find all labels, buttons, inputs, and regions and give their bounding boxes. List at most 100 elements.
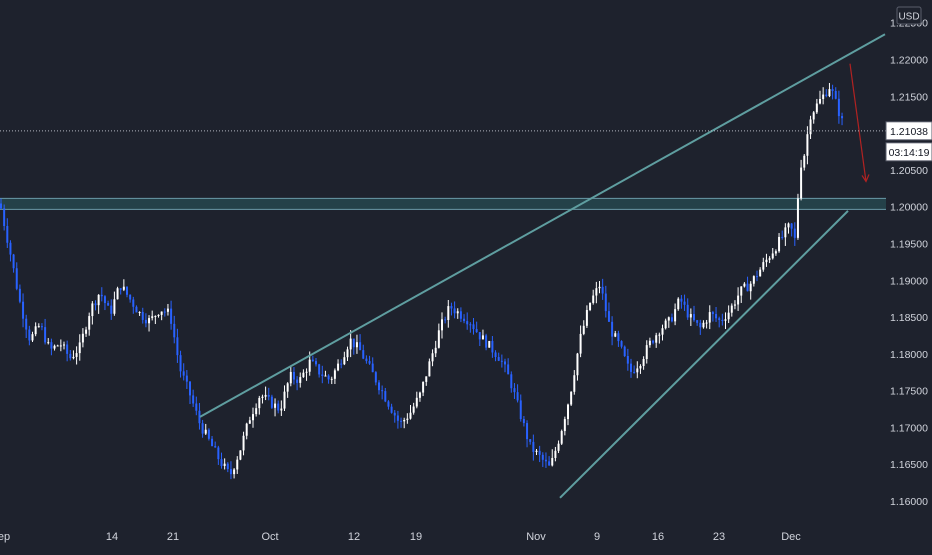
candle-body	[519, 400, 522, 420]
candle-body	[255, 408, 258, 415]
candle	[607, 302, 610, 322]
candle	[620, 340, 623, 349]
currency-badge[interactable]	[896, 6, 922, 25]
price-tick-label: 1.22000	[890, 55, 928, 67]
candle-body	[129, 294, 132, 300]
candle	[229, 461, 232, 480]
candle-body	[579, 333, 582, 354]
candle-body	[321, 374, 324, 377]
candle	[381, 385, 384, 400]
candle	[422, 381, 425, 397]
candle-body	[277, 403, 280, 411]
candle-body	[664, 320, 667, 329]
candle	[529, 439, 532, 445]
candle-body	[53, 345, 56, 349]
candle-body	[494, 352, 497, 358]
time-tick-label: 21	[167, 531, 179, 543]
candle	[431, 349, 434, 367]
candle-body	[696, 320, 699, 323]
candle-body	[34, 326, 37, 335]
candle	[239, 450, 242, 461]
candle	[428, 358, 431, 377]
labels-layer: USD 1.21038 03:14:19	[885, 6, 932, 162]
candle	[664, 318, 667, 330]
candle-body	[642, 358, 645, 366]
support-zone[interactable]	[0, 198, 886, 210]
candle	[425, 376, 428, 386]
candle-body	[689, 314, 692, 318]
candle-body	[762, 262, 765, 270]
candle	[248, 416, 251, 424]
candle	[507, 358, 510, 375]
price-tick-label: 1.17000	[890, 422, 928, 434]
candle	[497, 352, 500, 362]
candle-body	[522, 419, 525, 424]
candle	[296, 376, 299, 391]
candle-body	[296, 379, 299, 383]
candle-body	[289, 371, 292, 384]
candle-body	[126, 286, 128, 295]
candle	[330, 376, 333, 385]
candle	[648, 337, 651, 348]
candle-body	[166, 308, 169, 312]
candle-body	[81, 333, 84, 343]
candle-body	[274, 403, 277, 408]
candle	[207, 428, 210, 441]
candle-body	[737, 295, 740, 305]
last-price-value: 1.21038	[890, 126, 928, 138]
candle-body	[607, 311, 610, 322]
candle	[81, 328, 84, 348]
candle	[88, 312, 91, 336]
candle-body	[441, 319, 443, 331]
candle-body	[88, 316, 91, 330]
candle	[796, 193, 799, 240]
projection-arrow-head	[861, 174, 870, 183]
candle	[182, 363, 185, 381]
candle-body	[715, 314, 718, 319]
candle-body	[683, 301, 686, 305]
candle-body	[674, 309, 677, 322]
candle-body	[730, 305, 733, 313]
candle-body	[157, 314, 160, 316]
candle	[522, 416, 525, 427]
candle-body	[384, 391, 387, 402]
candle	[787, 222, 790, 234]
candle	[324, 370, 327, 377]
candle	[132, 296, 135, 314]
candle	[790, 222, 793, 237]
candle-body	[25, 318, 28, 330]
candle-body	[749, 283, 752, 292]
candle	[800, 159, 803, 201]
candle-body	[463, 318, 466, 322]
candle-body	[743, 283, 746, 287]
candle	[255, 403, 258, 417]
candle	[466, 312, 469, 330]
support-trendline[interactable]	[559, 210, 849, 499]
candle	[44, 318, 47, 345]
candle	[456, 308, 459, 319]
candle-body	[563, 419, 566, 432]
candle-body	[576, 353, 579, 376]
resistance-trendline[interactable]	[199, 33, 886, 418]
candle-body	[396, 415, 399, 421]
candle-body	[504, 361, 506, 365]
candle	[504, 358, 506, 373]
candle	[601, 278, 604, 300]
candle	[589, 302, 592, 312]
candle	[567, 403, 569, 426]
candle	[277, 400, 280, 414]
candle	[532, 434, 535, 461]
price-tick-label: 1.19000	[890, 275, 928, 287]
candle-body	[192, 395, 195, 404]
candle	[768, 256, 771, 264]
candle	[715, 306, 718, 322]
candle-body	[151, 316, 154, 319]
candle-body	[72, 356, 75, 359]
candle	[403, 417, 406, 429]
projection-arrow-shaft[interactable]	[849, 63, 867, 182]
candle-body	[825, 94, 828, 97]
price-tick-label: 1.18000	[890, 349, 928, 361]
candle-body	[201, 423, 204, 434]
